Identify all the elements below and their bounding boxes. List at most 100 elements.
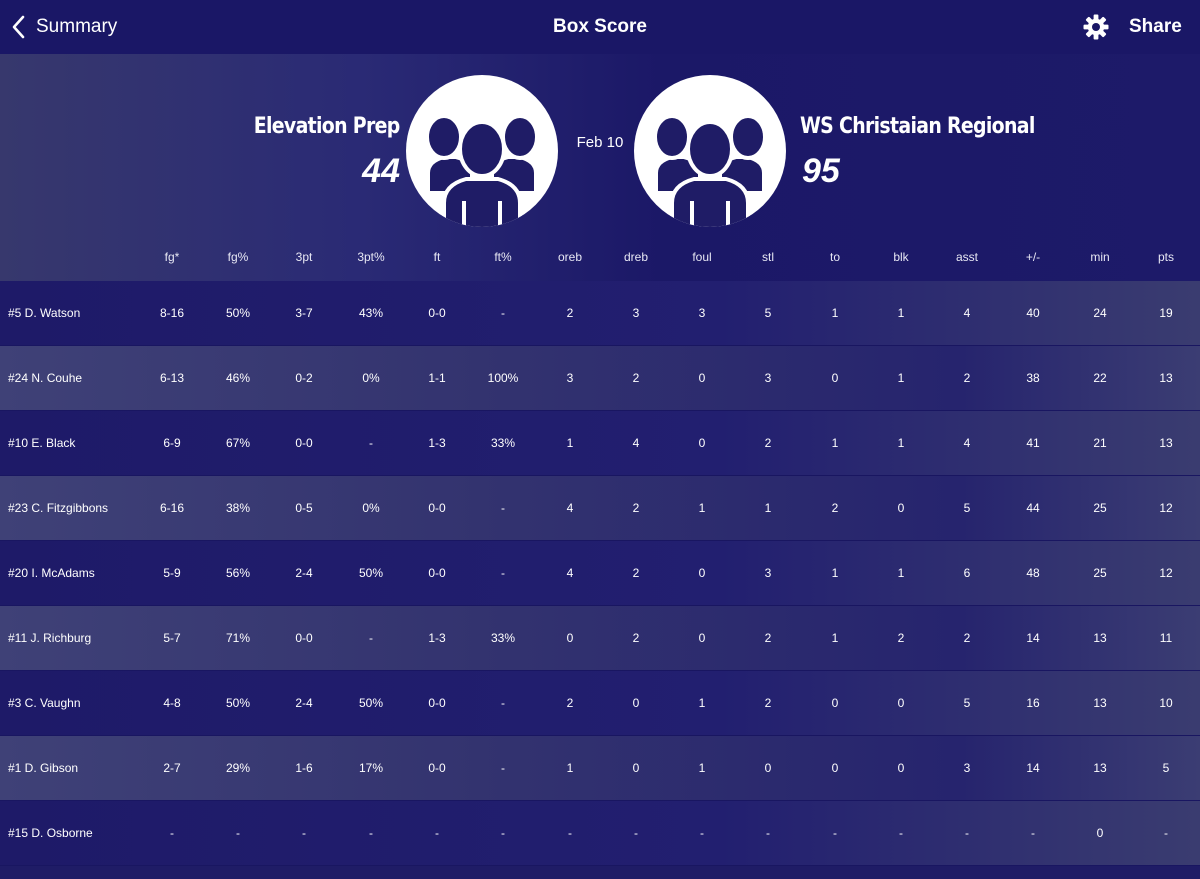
- stat-cell: -: [170, 826, 174, 840]
- stat-cell: 5: [764, 306, 772, 320]
- player-name: #15 D. Osborne: [8, 826, 93, 840]
- stat-cell: 50%: [358, 566, 384, 580]
- share-button[interactable]: Share: [1129, 16, 1182, 37]
- player-row[interactable]: #20 I. McAdams 5-9 56% 2-4 50% 0-0 - 4 2 0 3 1 1 6 48 2…: [0, 541, 1200, 606]
- stat-cell: 0-0: [428, 761, 446, 775]
- player-row[interactable]: #1 D. Gibson 2-7 29% 1-6 17% 0-0 - 1 0 1 0 0 0 3 14 13 5: [0, 736, 1200, 801]
- stat-cell: 2-7: [163, 761, 181, 775]
- stat-cell: 1: [764, 501, 772, 515]
- column-header[interactable]: ft%: [494, 250, 512, 264]
- stat-cell: 50%: [225, 696, 251, 710]
- stat-cell: -: [965, 826, 969, 840]
- stat-cell: 6-16: [159, 501, 185, 515]
- page-title: Box Score: [553, 16, 647, 37]
- stat-cell: 13: [1159, 436, 1173, 450]
- stat-cell: -: [435, 826, 439, 840]
- stat-cell: 38%: [225, 501, 251, 515]
- stat-cell: 0-0: [428, 306, 446, 320]
- stat-cell: 19: [1159, 306, 1173, 320]
- stat-cell: 0: [831, 761, 839, 775]
- stat-cell: 2: [566, 696, 574, 710]
- stat-cell: 10: [1159, 696, 1173, 710]
- stat-cell: 0: [764, 761, 772, 775]
- player-row[interactable]: #23 C. Fitzgibbons 6-16 38% 0-5 0% 0-0-4 2 1 1 2 0…: [0, 476, 1200, 541]
- player-row[interactable]: #5 D. Watson 8-16 50% 3-7 43% 0-0 - 2 3 3 5 1 1 4 40 24…: [0, 281, 1200, 346]
- column-header[interactable]: fg*: [164, 250, 180, 264]
- stat-cell: 4-8: [163, 696, 181, 710]
- column-header[interactable]: to: [829, 250, 840, 264]
- column-header[interactable]: oreb: [557, 250, 583, 264]
- stat-cell: 2: [566, 306, 574, 320]
- stat-cell: -: [899, 826, 903, 840]
- column-header[interactable]: +/-: [1025, 250, 1041, 264]
- stat-cell: 24: [1093, 306, 1107, 320]
- away-team-score: 95: [802, 152, 840, 190]
- team-avatar-icon[interactable]: [632, 73, 788, 229]
- team-avatar-icon[interactable]: [404, 73, 560, 229]
- home-team-name: Elevation Prep: [254, 114, 401, 139]
- stat-cell: 1-3: [428, 631, 446, 645]
- stat-cell: 0-5: [295, 501, 313, 515]
- gear-icon[interactable]: [1083, 14, 1109, 40]
- column-header[interactable]: pts: [1157, 250, 1174, 264]
- column-header[interactable]: fg%: [227, 250, 249, 264]
- stat-cell: 3: [566, 371, 574, 385]
- column-header[interactable]: dreb: [623, 250, 649, 264]
- stat-cell: 0: [897, 696, 905, 710]
- stat-cell: 0: [632, 761, 640, 775]
- player-row[interactable]: #10 E. Black 6-9 67% 0-0-1-3 33% 1 4 0 2 1 1 4 41 21 1…: [0, 411, 1200, 476]
- player-row[interactable]: #24 N. Couhe 6-13 46% 0-2 0% 1-1 100% 3 2 0 3 0 1 2 38…: [0, 346, 1200, 411]
- stat-cell: 17%: [358, 761, 384, 775]
- stat-cell: -: [766, 826, 770, 840]
- player-row[interactable]: #3 C. Vaughn 4-8 50% 2-4 50% 0-0 - 2 0 1 2 0 0 5 16 13 1…: [0, 671, 1200, 736]
- stat-cell: 3: [963, 761, 971, 775]
- player-row[interactable]: #15 D. Osborne - - - - - - - - - - - - - - 0 -: [0, 801, 1200, 866]
- stat-cell: 4: [566, 566, 574, 580]
- stat-cell: 14: [1026, 761, 1040, 775]
- stat-cell: -: [501, 501, 505, 515]
- stat-cell: 13: [1159, 371, 1173, 385]
- stat-cell: 3: [698, 306, 706, 320]
- stat-cell: 50%: [358, 696, 384, 710]
- stat-cell: 29%: [225, 761, 251, 775]
- column-header[interactable]: ft: [433, 250, 441, 264]
- player-name: #11 J. Richburg: [8, 631, 92, 645]
- stat-cell: -: [634, 826, 638, 840]
- stat-cell: 0: [698, 566, 706, 580]
- column-header[interactable]: min: [1090, 250, 1110, 264]
- stat-cell: 2: [632, 631, 640, 645]
- stat-cell: 2: [831, 501, 839, 515]
- stat-cell: 71%: [225, 631, 251, 645]
- column-header[interactable]: 3pt%: [357, 250, 385, 264]
- stat-cell: 67%: [225, 436, 251, 450]
- column-header[interactable]: asst: [955, 250, 978, 264]
- stat-cell: 1: [831, 566, 839, 580]
- stat-cell: 2: [764, 436, 772, 450]
- stat-cell: 0: [566, 631, 574, 645]
- back-label: Summary: [36, 16, 118, 37]
- stat-cell: -: [369, 826, 373, 840]
- away-team-name: WS Christaian Regional: [800, 114, 1035, 139]
- stat-cell: -: [1164, 826, 1168, 840]
- column-header[interactable]: 3pt: [295, 250, 313, 264]
- stat-cell: 6-13: [159, 371, 185, 385]
- stat-cell: 2-4: [295, 696, 313, 710]
- chevron-left-icon: [12, 15, 25, 39]
- column-header[interactable]: foul: [692, 250, 712, 264]
- column-header[interactable]: blk: [893, 250, 909, 264]
- player-name: #10 E. Black: [8, 436, 76, 450]
- column-header[interactable]: stl: [762, 250, 774, 264]
- stat-cell: 1: [831, 436, 839, 450]
- stat-cell: -: [501, 566, 505, 580]
- stat-cell: 0-0: [428, 696, 446, 710]
- stat-cell: 6-9: [163, 436, 181, 450]
- stat-cell: 43%: [358, 306, 384, 320]
- stat-cell: 0-0: [295, 631, 313, 645]
- stat-cell: 22: [1093, 371, 1107, 385]
- stat-cell: 33%: [490, 436, 516, 450]
- back-button[interactable]: Summary: [12, 0, 117, 54]
- player-name: #1 D. Gibson: [8, 761, 79, 775]
- stat-cell: 2: [632, 371, 640, 385]
- player-row[interactable]: #11 J. Richburg 5-7 71% 0-0 - 1-3 33% 0 2 0 2 1 2 2 14…: [0, 606, 1200, 671]
- stat-cell: 1: [698, 696, 706, 710]
